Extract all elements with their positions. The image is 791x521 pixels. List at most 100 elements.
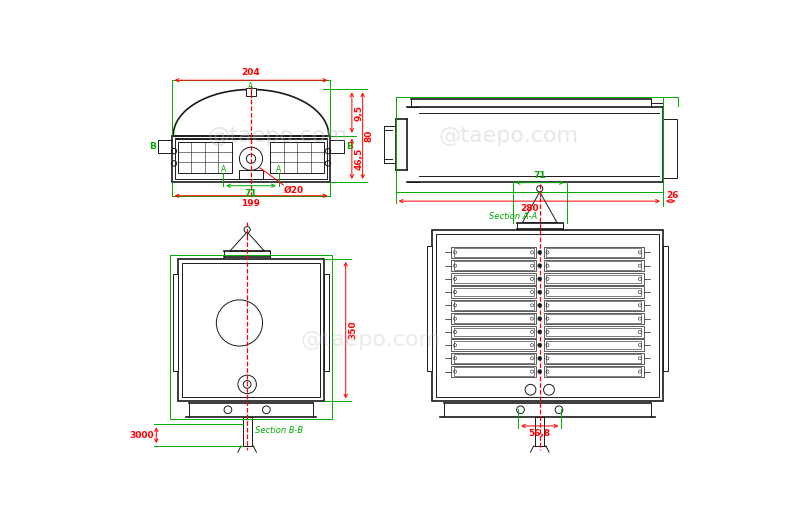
Text: 80: 80 <box>365 130 374 142</box>
Text: 280: 280 <box>520 204 539 213</box>
Bar <box>543 313 644 325</box>
Text: B: B <box>346 142 353 151</box>
Bar <box>663 119 677 178</box>
Text: B: B <box>149 142 157 151</box>
Circle shape <box>538 290 542 294</box>
Bar <box>453 248 534 257</box>
Text: @taepo.com: @taepo.com <box>301 330 441 350</box>
Circle shape <box>240 147 263 170</box>
Bar <box>436 234 659 398</box>
Bar <box>173 274 178 370</box>
Bar <box>432 230 663 401</box>
Text: @taepo.com: @taepo.com <box>439 126 579 146</box>
Circle shape <box>538 356 542 361</box>
Bar <box>546 328 642 336</box>
Bar <box>453 341 534 350</box>
Bar <box>453 367 534 376</box>
Text: Section B-B: Section B-B <box>255 426 303 435</box>
Bar <box>453 314 534 323</box>
Bar <box>451 366 536 377</box>
Bar <box>178 259 324 401</box>
Text: 9,5: 9,5 <box>354 105 363 120</box>
Bar <box>546 314 642 323</box>
Text: 350: 350 <box>348 321 357 339</box>
Bar <box>546 275 642 283</box>
Bar <box>324 274 329 370</box>
Text: A: A <box>221 165 226 174</box>
Bar <box>175 139 327 179</box>
Bar <box>451 353 536 364</box>
Bar <box>451 246 536 258</box>
Text: 26: 26 <box>666 191 679 200</box>
Bar <box>543 366 644 377</box>
Bar <box>543 353 644 364</box>
Text: 3000: 3000 <box>130 431 154 440</box>
Bar <box>546 262 642 270</box>
Bar <box>178 142 232 172</box>
Bar <box>543 286 644 298</box>
Bar <box>546 354 642 363</box>
Text: A: A <box>248 82 253 91</box>
Bar <box>453 288 534 296</box>
Bar <box>546 301 642 309</box>
Bar <box>172 135 331 182</box>
Text: Section A-A: Section A-A <box>490 212 538 221</box>
Bar <box>170 255 332 419</box>
Bar <box>663 246 668 370</box>
Bar <box>546 288 642 296</box>
Circle shape <box>525 384 536 395</box>
Bar <box>543 246 644 258</box>
Bar <box>271 142 324 172</box>
Bar <box>453 262 534 270</box>
Text: 199: 199 <box>241 199 260 208</box>
Bar <box>239 169 263 179</box>
Text: 71: 71 <box>244 189 257 198</box>
Polygon shape <box>230 232 264 251</box>
Bar <box>543 273 644 285</box>
Circle shape <box>538 370 542 374</box>
Bar <box>543 260 644 271</box>
Bar <box>543 326 644 338</box>
Bar <box>246 88 255 96</box>
Text: 71: 71 <box>533 170 546 180</box>
Bar <box>451 300 536 311</box>
Text: 46,5: 46,5 <box>354 147 363 170</box>
Circle shape <box>217 300 263 346</box>
Circle shape <box>538 330 542 334</box>
Bar <box>543 339 644 351</box>
Bar <box>453 275 534 283</box>
Bar <box>546 341 642 350</box>
Text: 56,8: 56,8 <box>528 429 551 438</box>
Circle shape <box>538 317 542 320</box>
Bar <box>536 417 544 446</box>
Bar <box>453 301 534 309</box>
Bar <box>451 273 536 285</box>
Circle shape <box>538 251 542 254</box>
Circle shape <box>238 375 256 394</box>
Circle shape <box>244 227 250 233</box>
Circle shape <box>536 185 543 192</box>
Bar <box>243 417 252 446</box>
Polygon shape <box>522 192 557 222</box>
Bar <box>546 367 642 376</box>
Bar <box>451 260 536 271</box>
Bar <box>453 328 534 336</box>
Bar <box>546 248 642 257</box>
Circle shape <box>538 303 542 307</box>
Text: Ø20: Ø20 <box>284 185 305 195</box>
Bar <box>543 300 644 311</box>
Text: 204: 204 <box>241 68 260 77</box>
Bar <box>451 286 536 298</box>
Bar <box>451 326 536 338</box>
Bar <box>427 246 432 370</box>
Text: A: A <box>276 165 282 174</box>
Circle shape <box>538 277 542 281</box>
Circle shape <box>543 384 554 395</box>
Circle shape <box>538 343 542 347</box>
Bar <box>182 263 320 398</box>
Circle shape <box>538 264 542 268</box>
Bar <box>453 354 534 363</box>
Text: @taepo.com: @taepo.com <box>208 126 348 146</box>
Bar <box>451 339 536 351</box>
Bar <box>451 313 536 325</box>
